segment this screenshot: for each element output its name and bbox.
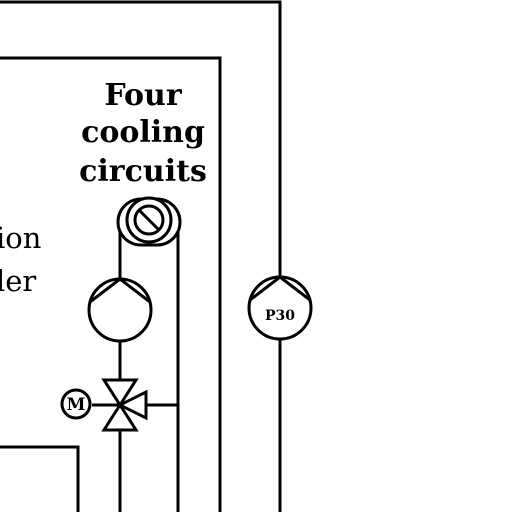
lower-box-pipe — [0, 445, 80, 512]
motor-label: M — [67, 395, 86, 415]
motor-icon: M — [60, 388, 92, 420]
cooling-pump-icon — [87, 277, 153, 343]
partial-label-line1: ion — [0, 221, 41, 255]
partial-label-line2: ler — [0, 264, 36, 298]
outer-pipe — [0, 0, 282, 512]
cooling-circuit-pipes — [118, 218, 180, 512]
cooling-label-line1: Four — [104, 78, 182, 113]
cooling-label-line2: cooling — [81, 115, 205, 150]
outer-pipe-loop — [0, 0, 282, 512]
cooling-label-line3: circuits — [79, 154, 207, 189]
three-way-valve-icon — [92, 378, 148, 432]
pump-p30-icon: P30 — [247, 275, 313, 341]
inner-pipe-frame — [0, 56, 222, 512]
pump-p30-label: P30 — [265, 308, 295, 324]
inner-pipe — [0, 56, 222, 512]
heat-exchanger-icon — [116, 196, 182, 247]
